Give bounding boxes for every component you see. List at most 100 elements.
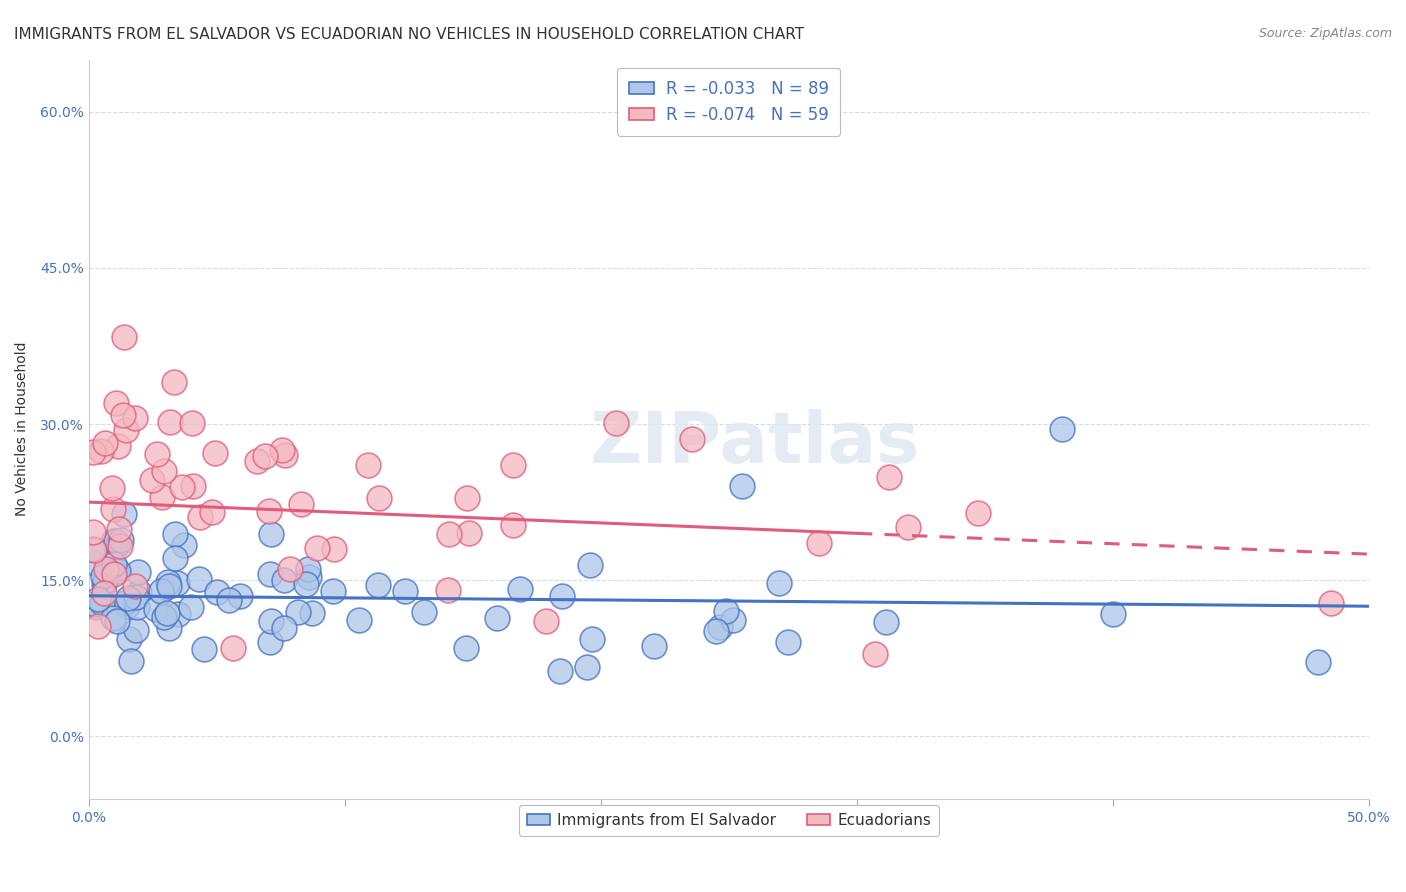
Point bbox=[1319, 596, 1341, 610]
Point bbox=[128, 585, 150, 599]
Point bbox=[290, 498, 312, 512]
Point bbox=[456, 491, 478, 505]
Point bbox=[163, 527, 186, 541]
Point bbox=[193, 642, 215, 657]
Point bbox=[550, 664, 572, 678]
Point bbox=[897, 520, 920, 534]
Point bbox=[153, 610, 176, 624]
Point bbox=[270, 443, 292, 458]
Point bbox=[875, 615, 897, 629]
Point bbox=[454, 640, 477, 655]
Point bbox=[124, 623, 146, 637]
Point bbox=[1102, 607, 1125, 622]
Point bbox=[115, 423, 138, 437]
Point bbox=[125, 600, 148, 615]
Point bbox=[90, 444, 112, 458]
Point bbox=[709, 620, 731, 634]
Point bbox=[457, 526, 479, 541]
Point bbox=[278, 562, 301, 576]
Point bbox=[124, 579, 146, 593]
Point bbox=[204, 446, 226, 460]
Point bbox=[808, 536, 831, 550]
Point bbox=[82, 524, 104, 539]
Point bbox=[347, 614, 370, 628]
Point bbox=[84, 599, 107, 614]
Point bbox=[246, 454, 269, 468]
Point bbox=[103, 558, 125, 572]
Point bbox=[156, 606, 179, 620]
Point bbox=[93, 586, 115, 600]
Point bbox=[731, 479, 754, 493]
Point bbox=[357, 458, 380, 473]
Point bbox=[163, 376, 186, 390]
Point bbox=[100, 481, 122, 495]
Point bbox=[1306, 655, 1329, 669]
Legend: Immigrants from El Salvador, Ecuadorians: Immigrants from El Salvador, Ecuadorians bbox=[519, 805, 939, 836]
Point bbox=[83, 542, 105, 557]
Point bbox=[107, 565, 129, 579]
Point bbox=[152, 464, 174, 478]
Point bbox=[114, 596, 136, 610]
Point bbox=[105, 614, 128, 628]
Point bbox=[94, 436, 117, 450]
Point bbox=[301, 606, 323, 620]
Point bbox=[124, 590, 146, 604]
Point bbox=[509, 582, 531, 596]
Point bbox=[768, 576, 790, 591]
Point bbox=[157, 578, 180, 592]
Point bbox=[180, 600, 202, 615]
Point bbox=[575, 659, 598, 673]
Point bbox=[90, 596, 112, 610]
Point bbox=[150, 583, 173, 598]
Text: ZIPatlas: ZIPatlas bbox=[589, 409, 920, 478]
Point bbox=[714, 604, 737, 618]
Point bbox=[141, 473, 163, 487]
Point bbox=[534, 614, 557, 628]
Point bbox=[94, 562, 117, 576]
Point bbox=[605, 416, 627, 430]
Point bbox=[437, 527, 460, 541]
Point bbox=[394, 583, 416, 598]
Point bbox=[101, 534, 124, 549]
Point bbox=[502, 517, 524, 532]
Point bbox=[551, 590, 574, 604]
Text: Source: ZipAtlas.com: Source: ZipAtlas.com bbox=[1258, 27, 1392, 40]
Point bbox=[84, 597, 107, 611]
Point bbox=[201, 505, 224, 519]
Point bbox=[254, 449, 277, 463]
Point bbox=[257, 504, 280, 518]
Point bbox=[863, 647, 886, 661]
Point bbox=[159, 415, 181, 429]
Point bbox=[127, 565, 149, 579]
Point bbox=[502, 458, 524, 472]
Point bbox=[229, 589, 252, 603]
Point bbox=[112, 507, 135, 521]
Point bbox=[367, 491, 389, 506]
Point bbox=[157, 575, 180, 590]
Point bbox=[170, 480, 193, 494]
Point bbox=[107, 439, 129, 453]
Point bbox=[112, 330, 135, 344]
Point bbox=[273, 448, 295, 462]
Point bbox=[157, 621, 180, 635]
Point bbox=[173, 538, 195, 552]
Point bbox=[108, 539, 131, 553]
Point bbox=[120, 654, 142, 668]
Point bbox=[323, 541, 346, 556]
Point bbox=[1050, 422, 1073, 436]
Point bbox=[578, 558, 600, 572]
Point bbox=[222, 641, 245, 656]
Point bbox=[260, 614, 283, 628]
Point bbox=[273, 621, 295, 635]
Point bbox=[413, 605, 436, 619]
Point bbox=[124, 411, 146, 425]
Point bbox=[150, 490, 173, 504]
Point bbox=[681, 432, 703, 446]
Point bbox=[103, 567, 125, 582]
Text: IMMIGRANTS FROM EL SALVADOR VS ECUADORIAN NO VEHICLES IN HOUSEHOLD CORRELATION C: IMMIGRANTS FROM EL SALVADOR VS ECUADORIA… bbox=[14, 27, 804, 42]
Point bbox=[110, 533, 132, 548]
Point bbox=[103, 610, 125, 624]
Point bbox=[115, 599, 138, 614]
Point bbox=[107, 536, 129, 550]
Point bbox=[298, 570, 321, 584]
